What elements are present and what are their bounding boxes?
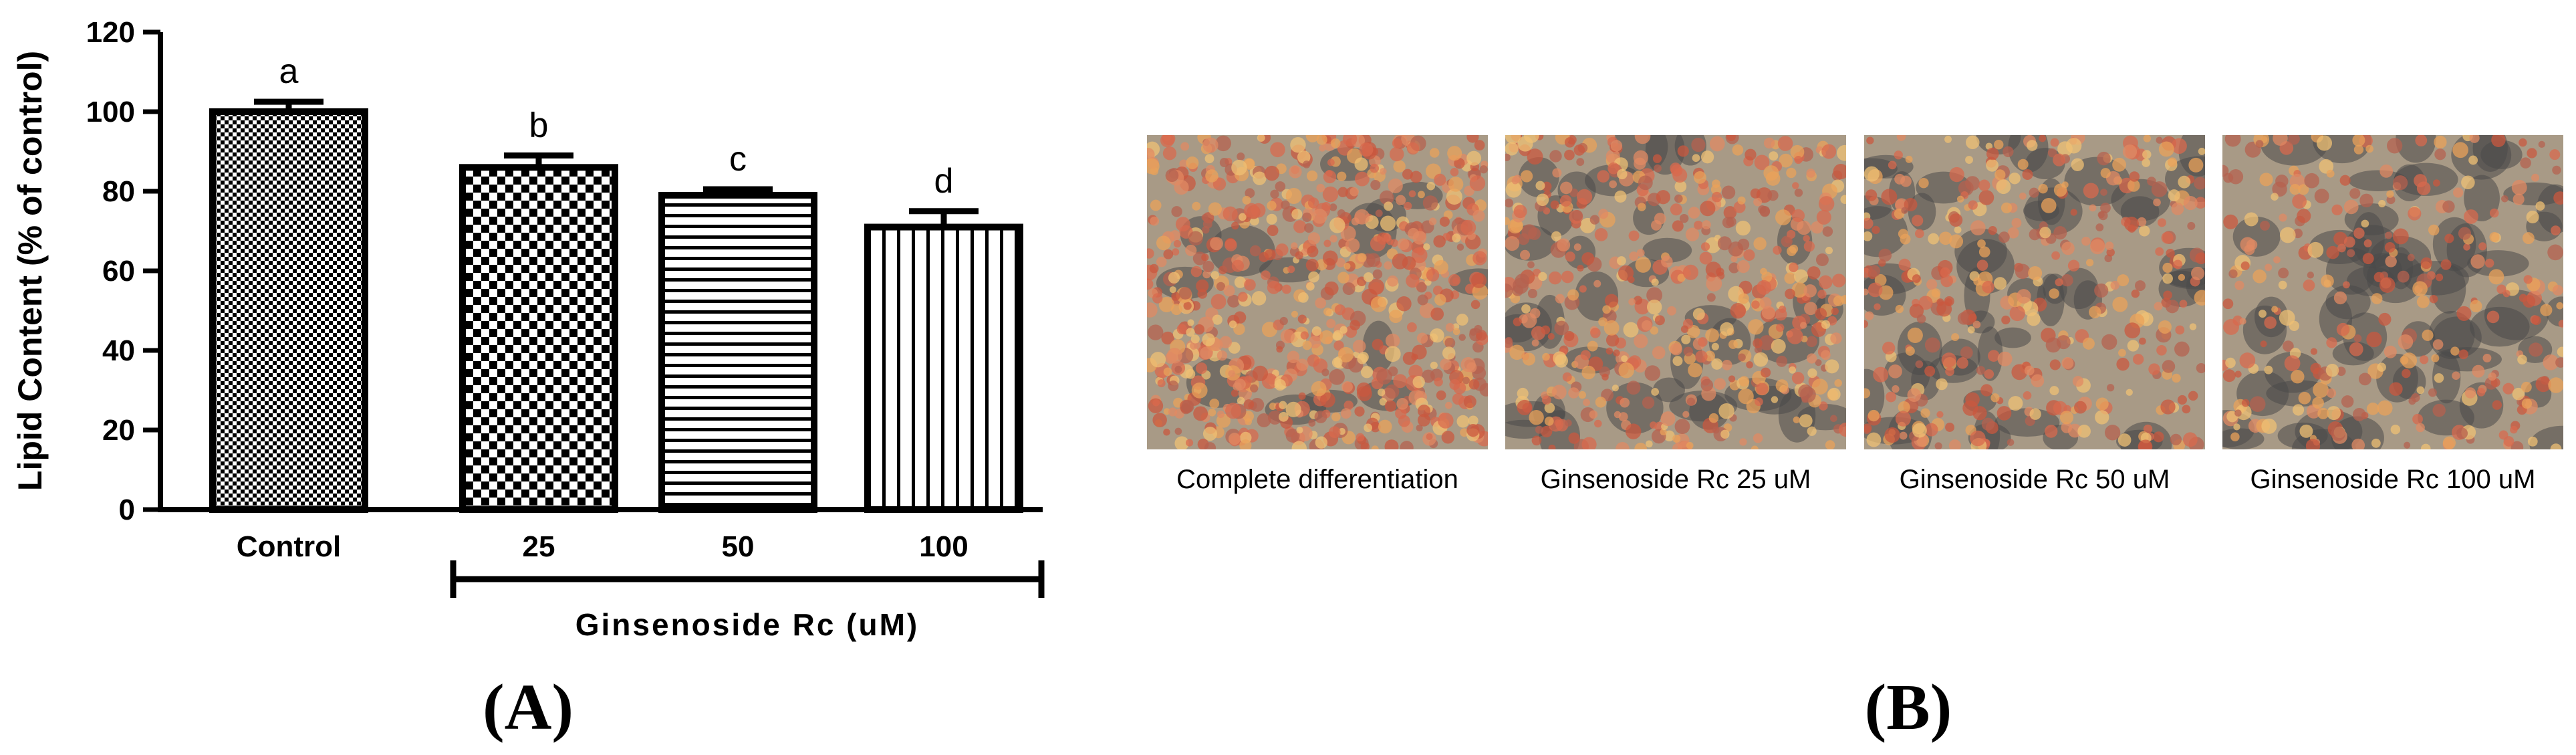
- y-tick-label: 60: [102, 255, 135, 288]
- micrograph-caption: Ginsenoside Rc 50 uM: [1900, 465, 2170, 494]
- x-tick-labels: Control 25 50 100: [237, 530, 969, 563]
- x-tick-label: 100: [919, 530, 968, 563]
- micrograph-4: Ginsenoside Rc 100 uM: [2222, 135, 2563, 494]
- y-tick-label: 40: [102, 334, 135, 367]
- micrograph-2: Ginsenoside Rc 25 uM: [1505, 135, 1846, 494]
- significance-letter: b: [529, 106, 549, 144]
- y-tick-label: 100: [86, 96, 135, 128]
- y-tick-label: 80: [102, 175, 135, 208]
- bar-100: [864, 223, 1023, 513]
- panel-a-label: (A): [483, 671, 573, 744]
- micrograph-caption: Complete differentiation: [1176, 465, 1458, 494]
- x-tick-label: 50: [722, 530, 755, 563]
- x-tick-label: Control: [237, 530, 341, 563]
- bar-chart: 0 20 40 60 80 100 120 a b c d Control 25 50 100 Lipi…: [11, 16, 1045, 642]
- micrograph-caption: Ginsenoside Rc 25 uM: [1541, 465, 1811, 494]
- y-tick-label: 120: [86, 16, 135, 49]
- bars: [209, 108, 1023, 514]
- x-tick-label: 25: [523, 530, 555, 563]
- significance-letter: d: [934, 162, 954, 201]
- bar-control: [209, 108, 368, 513]
- y-tick-label: 20: [102, 414, 135, 447]
- micrograph-caption: Ginsenoside Rc 100 uM: [2250, 465, 2536, 494]
- panel-b-label: (B): [1865, 671, 1952, 744]
- significance-letter: a: [279, 52, 299, 91]
- micrograph-1: Complete differentiation: [1147, 135, 1488, 494]
- y-tick-label: 0: [119, 494, 135, 526]
- bar-50: [658, 191, 817, 513]
- y-ticks: 0 20 40 60 80 100 120: [86, 16, 160, 526]
- group-bracket: [450, 560, 1045, 598]
- significance-letter: c: [729, 140, 747, 179]
- y-axis-label: Lipid Content (% of control): [11, 51, 49, 491]
- micrograph-panel: Complete differentiation Ginsenoside Rc 2…: [1147, 135, 2563, 494]
- micrograph-3: Ginsenoside Rc 50 uM: [1864, 135, 2205, 494]
- bar-25: [459, 164, 618, 514]
- error-bars: [254, 98, 979, 227]
- significance-letters: a b c d: [279, 52, 954, 201]
- group-label: Ginsenoside Rc (uM): [575, 607, 919, 642]
